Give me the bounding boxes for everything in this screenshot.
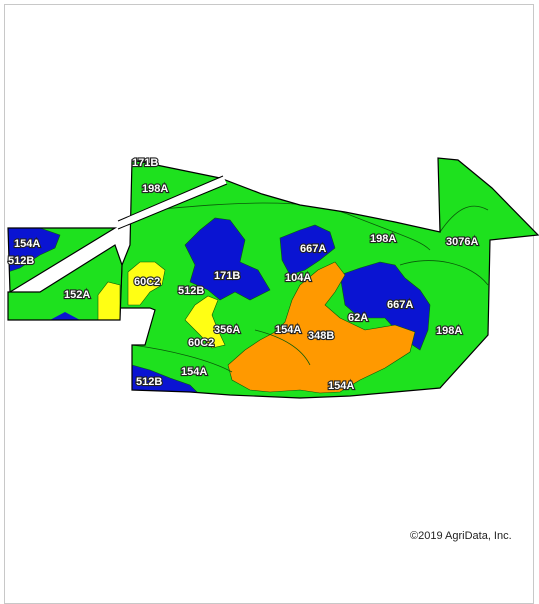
soil-map: 171B 198A 154A 512B 152A 60C2 512B 171B … [7, 156, 539, 399]
label-667A-e: 667A [387, 299, 413, 311]
soil-yellow-sw [97, 281, 121, 320]
road-boundary-top [117, 175, 224, 222]
field-southwest-boundary [7, 244, 123, 321]
road-boundary-bottom [117, 183, 228, 230]
label-348B: 348B [308, 330, 334, 342]
label-154A-w: 154A [14, 238, 40, 250]
label-198A-ne: 198A [370, 233, 396, 245]
soil-orange [227, 261, 416, 394]
label-512B-w: 512B [8, 255, 34, 267]
label-198A-e: 198A [436, 325, 462, 337]
soil-line-4 [131, 344, 233, 373]
label-667A-c: 667A [300, 243, 326, 255]
label-198A-nw: 198A [142, 183, 168, 195]
field-main-boundary [119, 157, 539, 399]
label-171B-c: 171B [214, 270, 240, 282]
label-60C2-w: 60C2 [134, 276, 160, 288]
copyright-notice: ©2019 AgriData, Inc. [410, 530, 512, 542]
field-west-boundary [7, 227, 118, 294]
label-512B-sw: 512B [136, 376, 162, 388]
label-154A-se: 154A [328, 380, 354, 392]
label-104A: 104A [285, 272, 311, 284]
soil-blue-c2 [279, 224, 336, 276]
label-171B-top: 171B [132, 157, 158, 169]
soil-blue-sw-small [50, 312, 80, 320]
soil-yellow-w [127, 261, 166, 306]
label-3076A: 3076A [446, 236, 478, 248]
soil-blue-e [339, 261, 431, 351]
soil-blue-c [184, 217, 271, 301]
label-152A: 152A [64, 289, 90, 301]
soil-line-3 [439, 205, 489, 233]
label-356A: 356A [214, 324, 240, 336]
label-154A-s: 154A [181, 366, 207, 378]
soil-line-5 [254, 329, 311, 366]
label-154A-c: 154A [275, 324, 301, 336]
label-512B-c: 512B [178, 285, 204, 297]
label-60C2-c: 60C2 [188, 337, 214, 349]
road-diagonal [116, 176, 227, 229]
soil-blue-west [8, 228, 61, 273]
soil-line-2 [399, 260, 489, 286]
soil-yellow-c [184, 295, 226, 349]
label-62A: 62A [348, 312, 368, 324]
